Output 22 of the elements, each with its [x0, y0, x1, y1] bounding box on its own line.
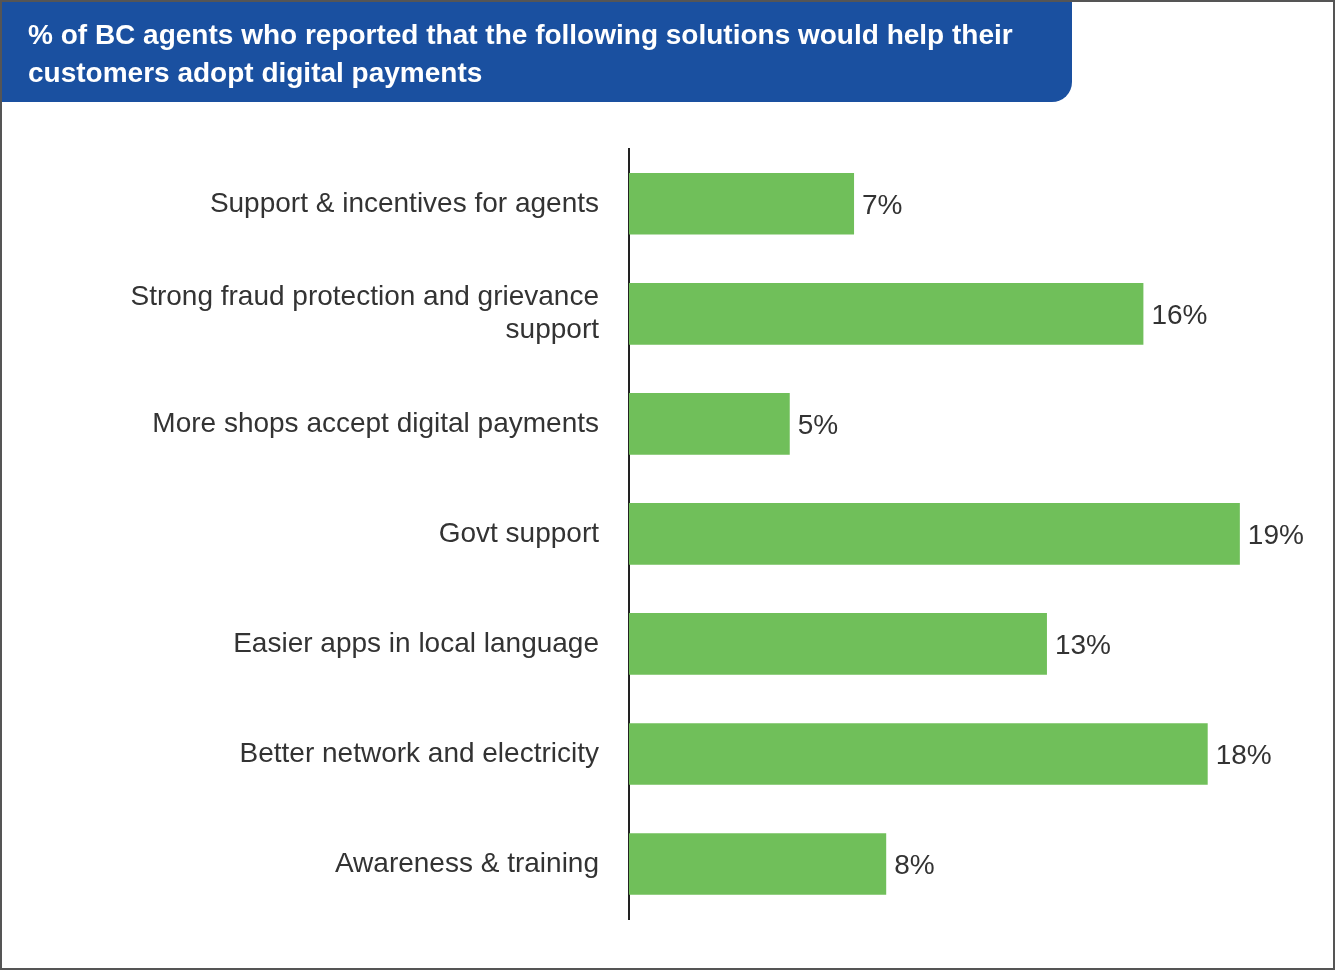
chart-title: % of BC agents who reported that the following solutions would help their customers adopt digital payments [2, 2, 1072, 102]
bar [629, 833, 887, 895]
data-label: 5% [797, 408, 839, 440]
data-label: 8% [894, 848, 935, 880]
y-tick-label: Easier apps in local language [233, 626, 599, 658]
y-tick-label: More shops accept digital payments [152, 406, 599, 438]
y-tick-label: Govt support [438, 516, 600, 548]
y-tick-label: Support & incentives for agents [209, 186, 599, 218]
bar [629, 393, 790, 455]
bar [629, 503, 1240, 565]
data-label: 7% [862, 188, 903, 220]
data-label: 18% [1215, 738, 1272, 770]
data-label: 16% [1151, 298, 1208, 330]
y-tick-label: Better network and electricity [239, 736, 599, 768]
data-label: 19% [1247, 518, 1304, 550]
bar [629, 613, 1047, 675]
y-tick-label: Awareness & training [334, 846, 599, 878]
data-label: 13% [1054, 628, 1111, 660]
bar [629, 723, 1208, 785]
y-tick-label: Strong fraud protection and grievance support [130, 279, 600, 345]
bar [629, 283, 1144, 345]
bar [629, 173, 855, 235]
